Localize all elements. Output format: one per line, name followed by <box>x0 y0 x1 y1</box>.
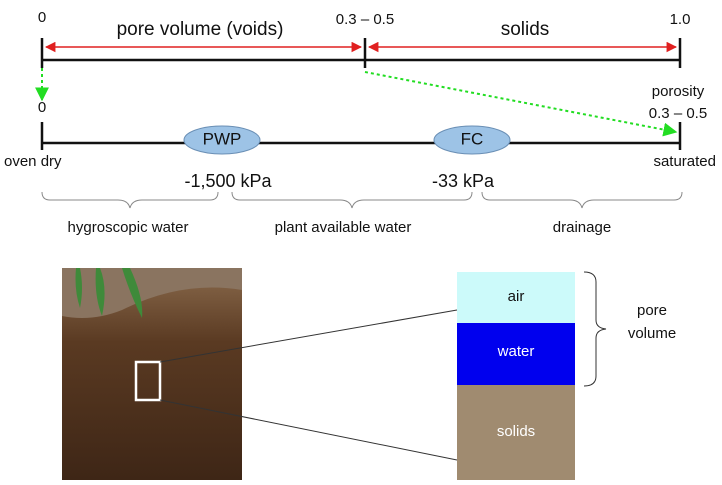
scale-label: 1.0 <box>670 11 691 28</box>
phase-label: water <box>497 343 535 360</box>
scale-label: 0 <box>38 99 46 116</box>
pressure-label: -33 kPa <box>432 171 495 191</box>
zone-label: drainage <box>553 219 611 236</box>
soil-photo <box>62 268 242 480</box>
scale-label: solids <box>501 19 550 40</box>
phase-label: air <box>508 288 525 305</box>
scale-label: 0.3 – 0.5 <box>649 105 707 122</box>
fraction-scale: 0 pore volume (voids) 0.3 – 0.5 solids 1… <box>38 9 691 68</box>
zone-label: hygroscopic water <box>68 219 189 236</box>
water-scale: 0 porosity 0.3 – 0.5 PWP FC oven dry sat… <box>4 83 716 236</box>
scale-label: pore volume (voids) <box>117 19 284 40</box>
phase-label: solids <box>497 423 535 440</box>
brace <box>482 192 682 208</box>
pore-volume-label: volume <box>628 325 676 342</box>
pore-volume-label: pore <box>637 302 667 319</box>
zone-label: plant available water <box>275 219 412 236</box>
brace <box>584 272 606 386</box>
pressure-label: -1,500 kPa <box>184 171 272 191</box>
soil-column: air water solids pore volume <box>457 272 676 480</box>
scale-label: 0 <box>38 9 46 26</box>
scale-label: oven dry <box>4 153 62 170</box>
brace <box>42 192 218 208</box>
scale-label: saturated <box>653 153 716 170</box>
marker-label: FC <box>461 129 484 148</box>
brace <box>232 192 472 208</box>
marker-label: PWP <box>203 129 242 148</box>
scale-label: 0.3 – 0.5 <box>336 11 394 28</box>
diagram: 0 pore volume (voids) 0.3 – 0.5 solids 1… <box>0 0 722 485</box>
scale-label: porosity <box>652 83 705 100</box>
connector <box>365 72 676 132</box>
